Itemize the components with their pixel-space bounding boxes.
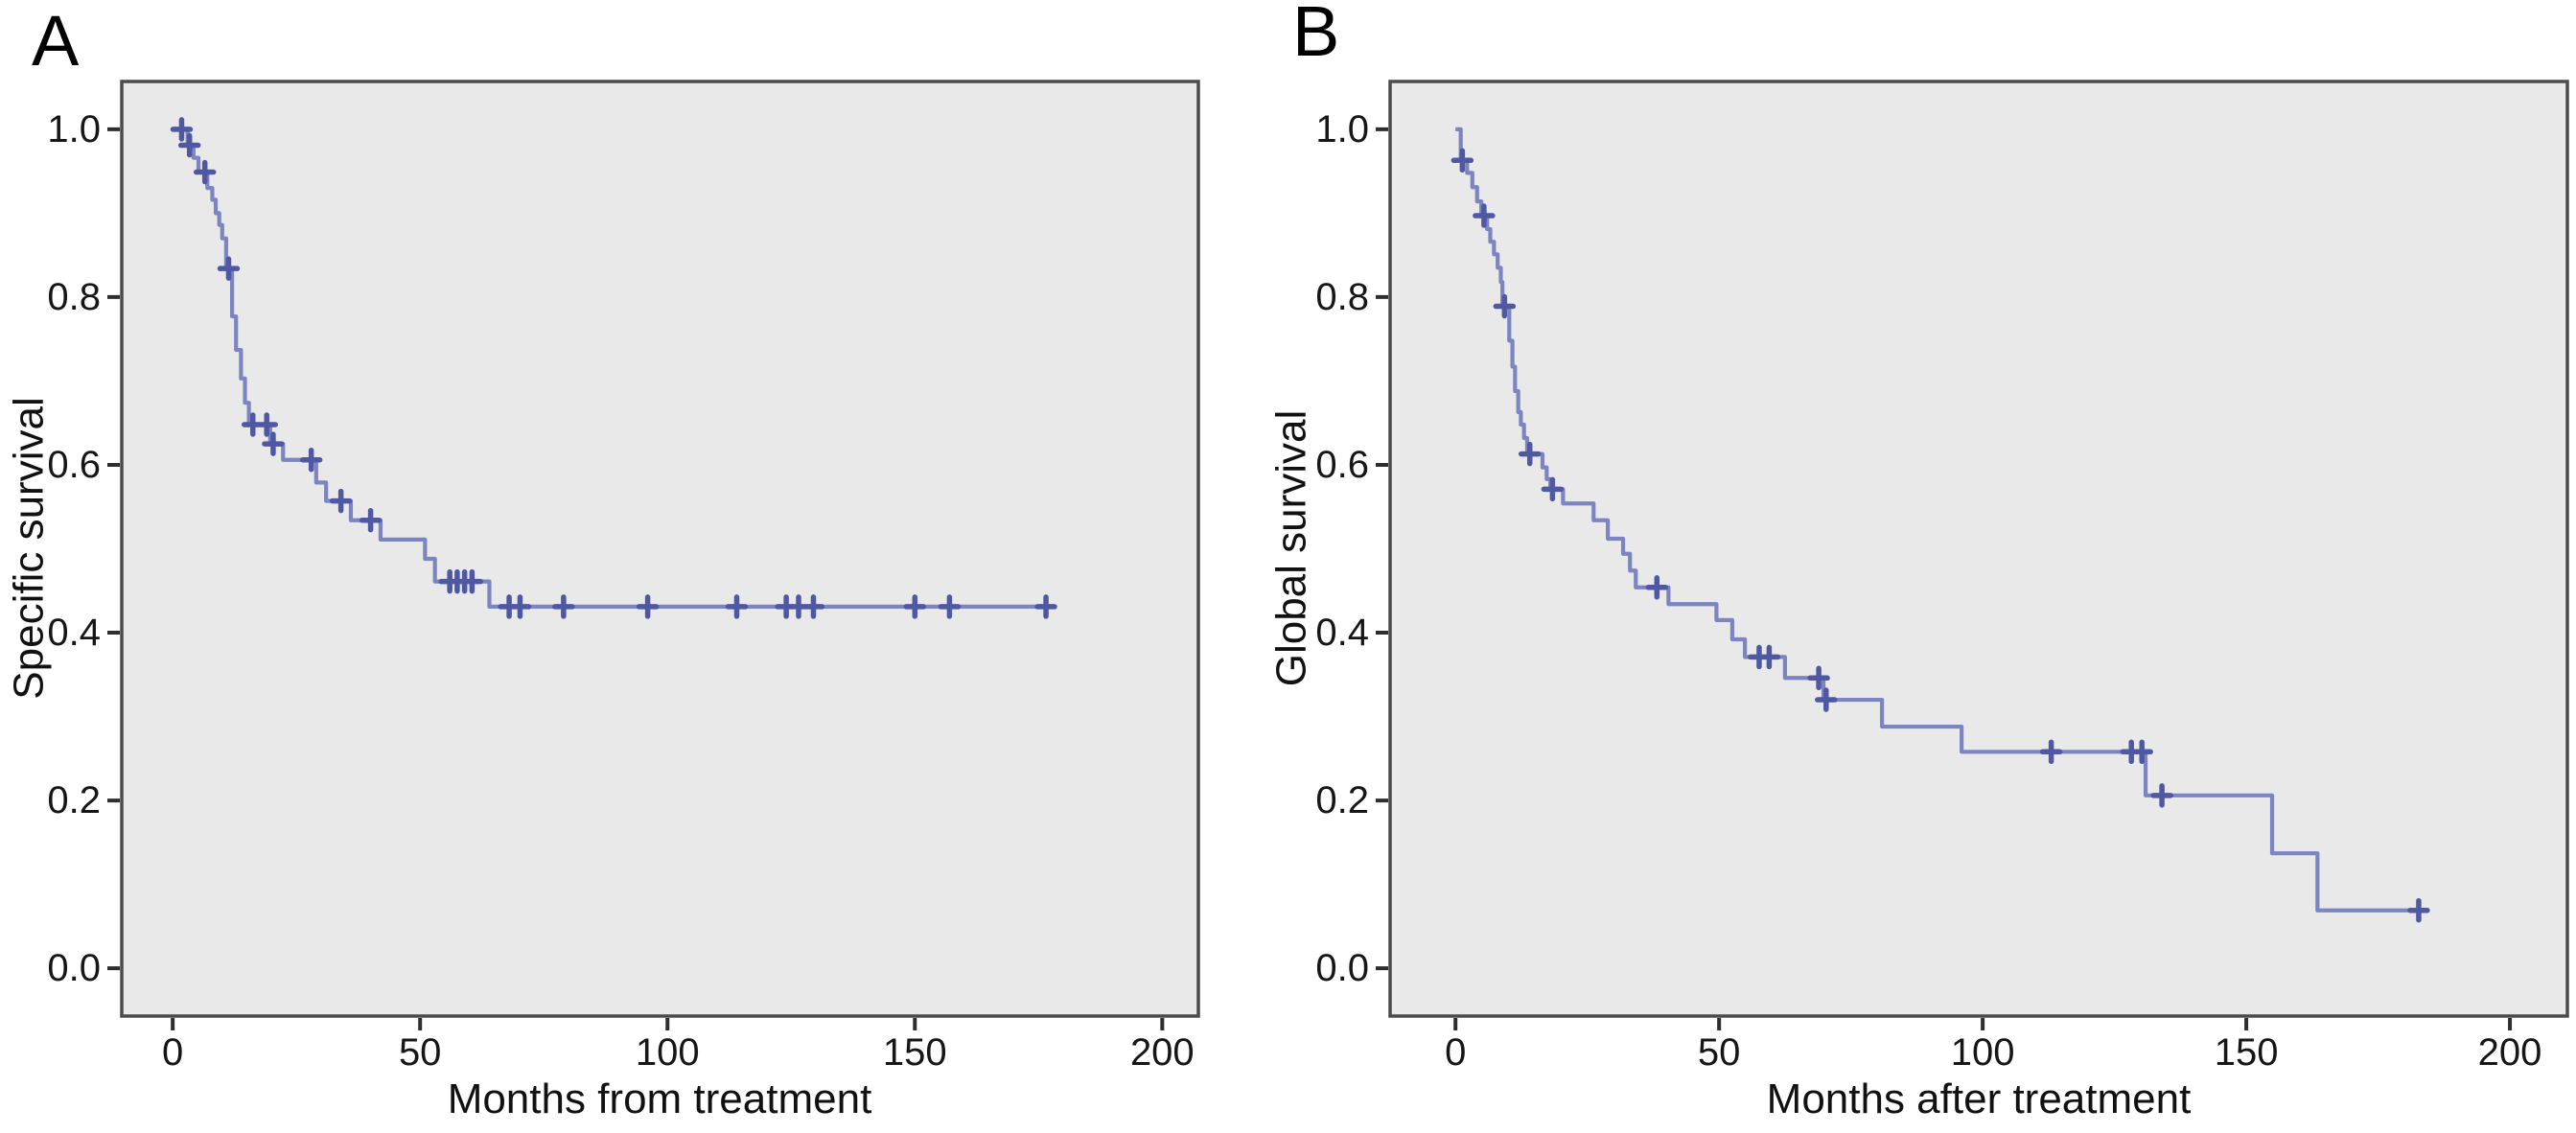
y-tick-label-a: 0.8 xyxy=(47,275,101,318)
x-tick-label-a: 50 xyxy=(398,1031,442,1074)
censor-marks-a xyxy=(170,117,1057,619)
x-tick-label-b: 200 xyxy=(2477,1031,2542,1074)
censor-marks-b xyxy=(1450,148,2430,923)
panel-b-xaxis-title: Months after treatment xyxy=(1766,1075,2192,1122)
y-tick-label-b: 0.2 xyxy=(1315,779,1369,822)
x-tick-label-a: 0 xyxy=(162,1031,184,1074)
plot-frame-b xyxy=(1388,80,2569,1018)
y-tick-label-b: 0.4 xyxy=(1315,612,1369,655)
y-tick-label-a: 0.4 xyxy=(47,612,101,655)
survival-curve-b xyxy=(1455,127,2419,913)
x-tick-label-a: 200 xyxy=(1129,1031,1195,1074)
panel-b-label: B xyxy=(1292,0,1340,71)
axis-ticks-a xyxy=(107,127,1165,1030)
x-tick-label-b: 100 xyxy=(1950,1031,2015,1074)
y-tick-label-a: 0.6 xyxy=(47,443,101,486)
y-tick-label-a: 0.0 xyxy=(47,947,101,990)
survival-curve-a xyxy=(173,127,1047,609)
x-tick-label-b: 0 xyxy=(1445,1031,1467,1074)
axis-ticks-b xyxy=(1376,127,2513,1030)
plot-area-a xyxy=(122,81,1198,1016)
plot-frame-a xyxy=(120,80,1200,1018)
x-tick-label-a: 100 xyxy=(635,1031,700,1074)
x-tick-label-a: 150 xyxy=(882,1031,947,1074)
panel-b-yaxis-title: Global survival xyxy=(1267,409,1315,687)
y-tick-label-b: 0.8 xyxy=(1315,275,1369,318)
x-tick-label-b: 150 xyxy=(2214,1031,2279,1074)
y-tick-label-a: 1.0 xyxy=(47,107,101,150)
y-tick-label-b: 0.0 xyxy=(1315,947,1369,990)
panel-a-yaxis-title: Specific survival xyxy=(5,397,53,700)
panel-a-label: A xyxy=(32,1,80,81)
panel-a-xaxis-title: Months from treatment xyxy=(447,1075,872,1122)
y-tick-label-b: 1.0 xyxy=(1315,107,1369,150)
x-tick-label-b: 50 xyxy=(1697,1031,1741,1074)
plot-area-b xyxy=(1390,81,2567,1016)
y-tick-label-a: 0.2 xyxy=(47,779,101,822)
y-tick-label-b: 0.6 xyxy=(1315,443,1369,486)
